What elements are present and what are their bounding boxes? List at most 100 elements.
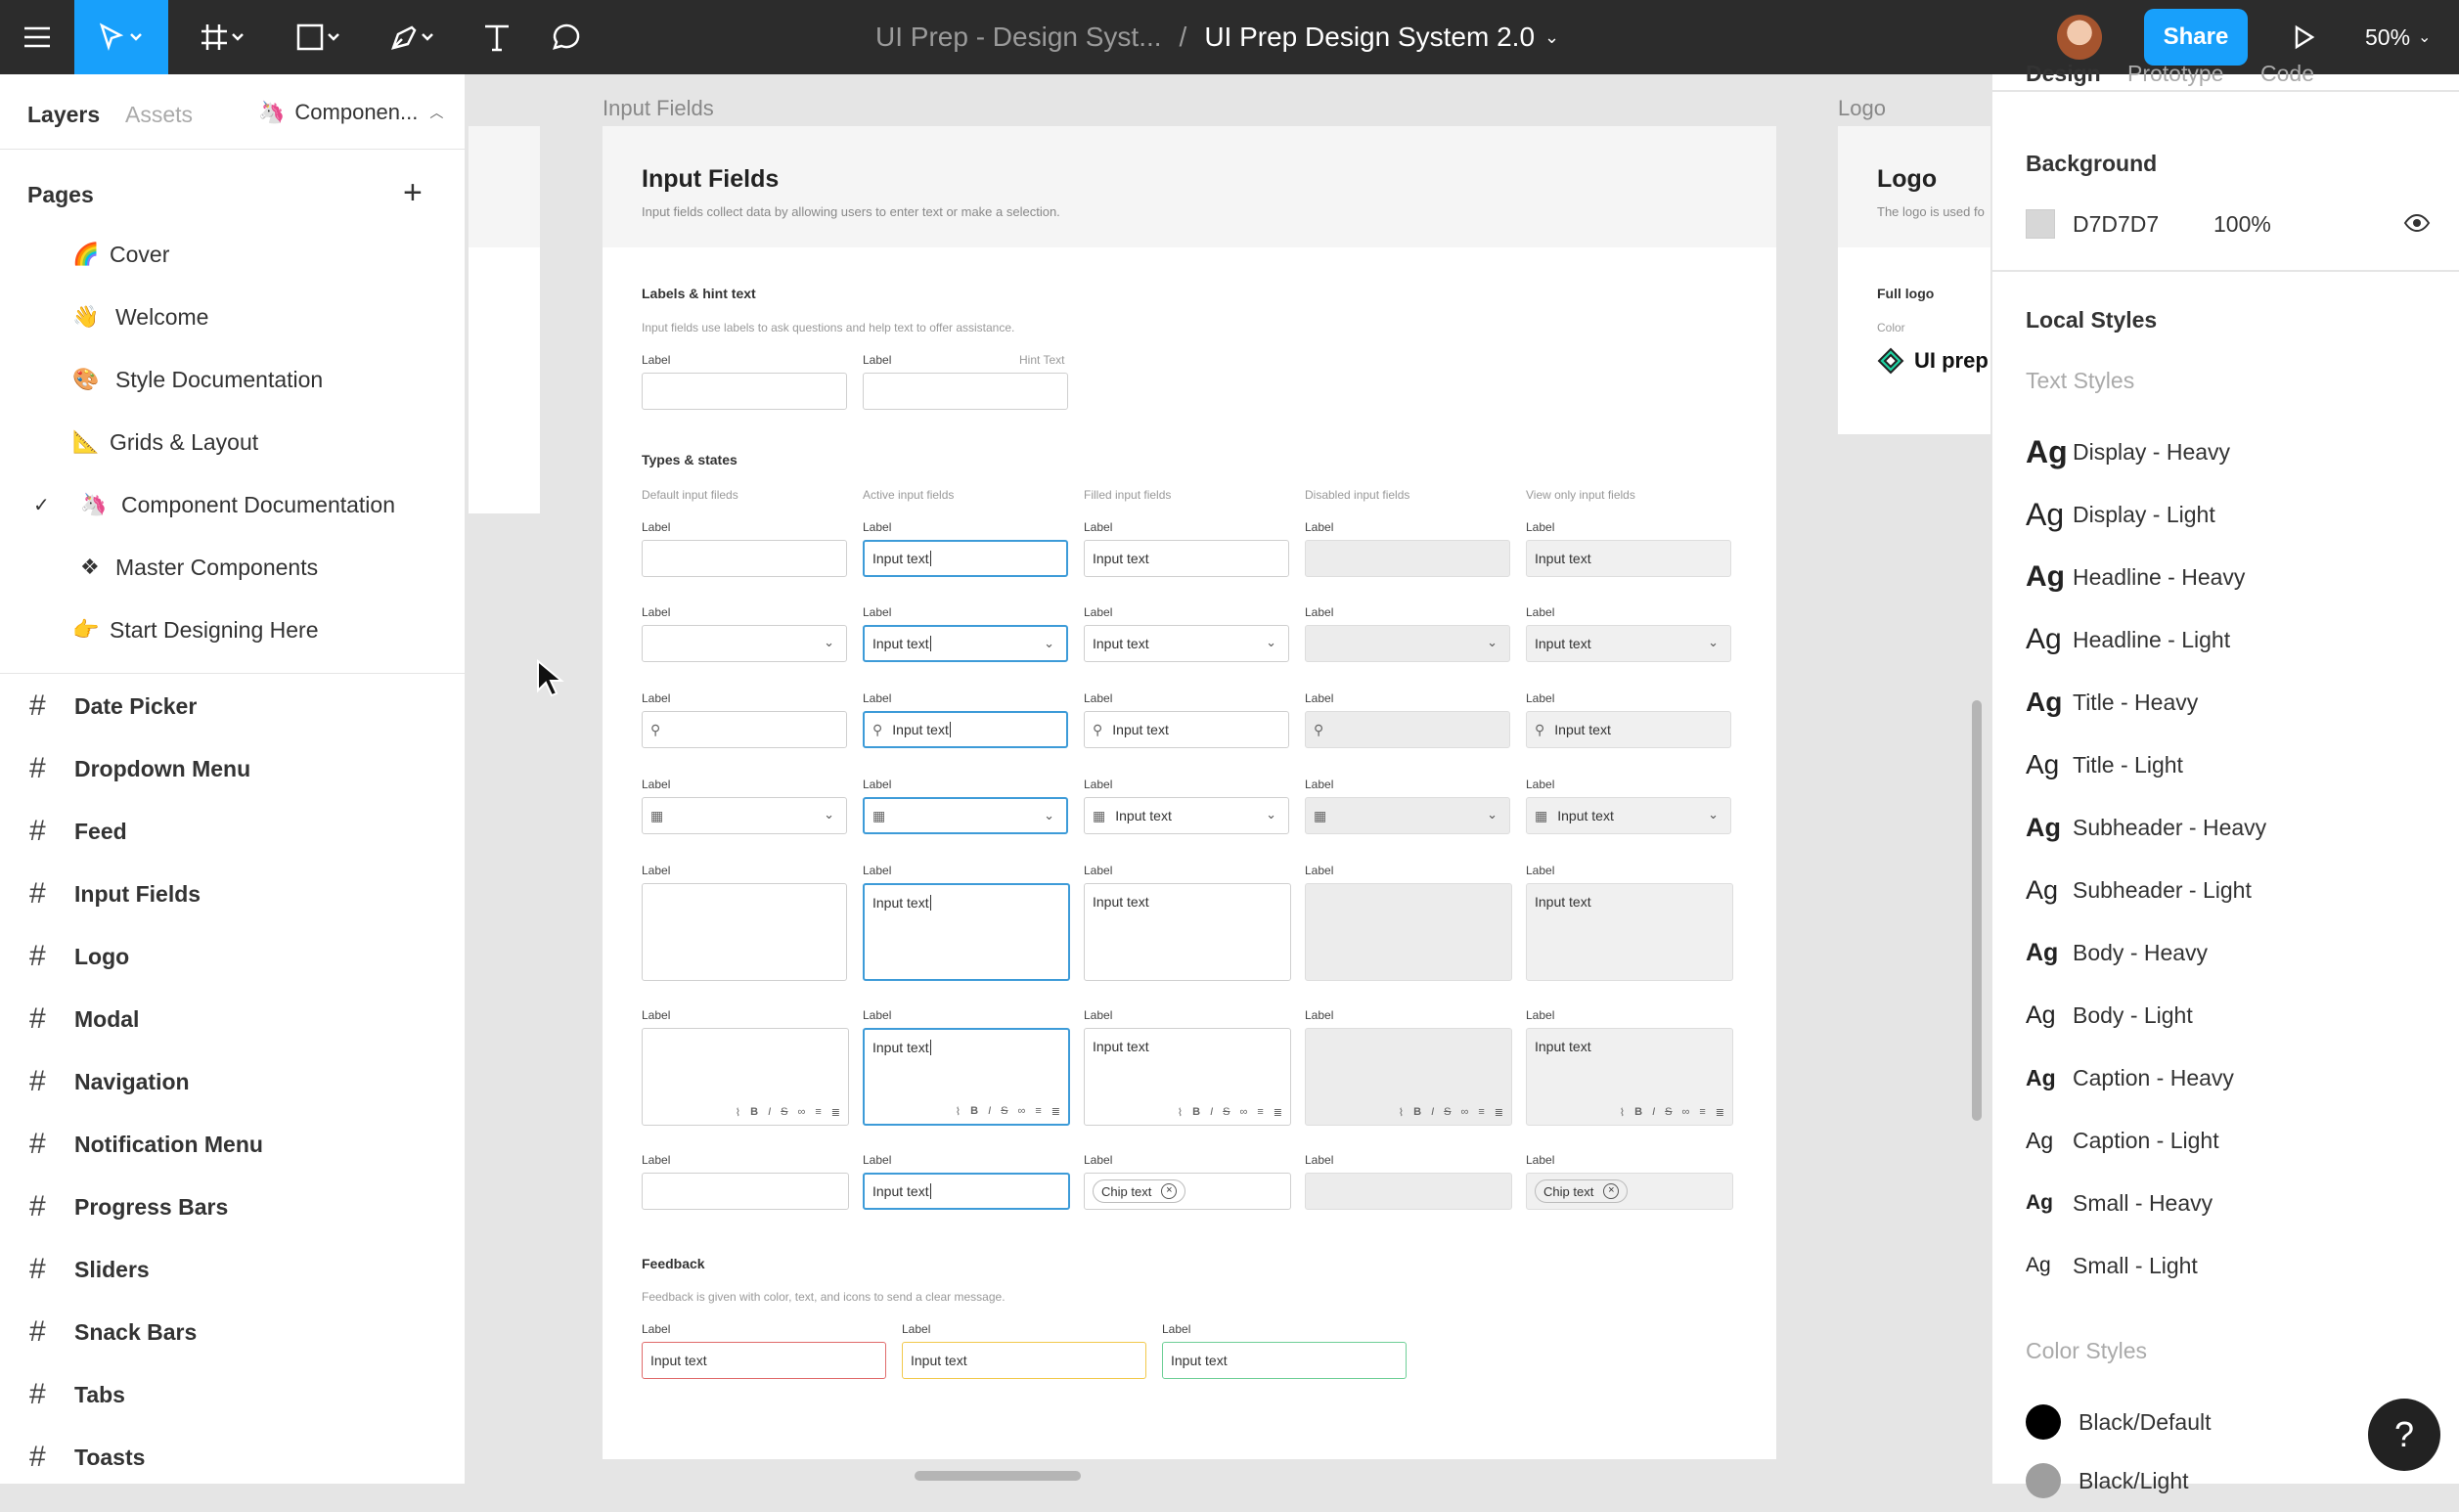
vertical-scrollbar[interactable] (1972, 700, 1982, 1121)
file-name[interactable]: UI Prep Design System 2.0 (1204, 22, 1536, 52)
page-item-start-designing-here[interactable]: 👉 Start Designing Here (0, 599, 465, 661)
link-icon[interactable]: ∞ (797, 1106, 806, 1118)
main-menu-icon[interactable] (0, 0, 74, 74)
select-active[interactable]: Input text ⌄ (863, 625, 1068, 662)
background-opacity-input[interactable]: 100% (2213, 211, 2271, 237)
attach-icon[interactable]: ⌇ (735, 1107, 741, 1119)
text-style-item[interactable]: Ag Caption - Light (2026, 1109, 2219, 1172)
help-button[interactable]: ? (2368, 1399, 2440, 1471)
layer-item-tabs[interactable]: # Tabs (0, 1363, 465, 1426)
select-filled[interactable]: Input text ⌄ (1084, 625, 1289, 662)
component-selector[interactable]: 🦄 Componen... ︿ (258, 100, 443, 125)
add-page-icon[interactable]: + (403, 174, 423, 211)
text-style-item[interactable]: Ag Display - Light (2026, 483, 2215, 546)
numbered-list-icon[interactable]: ≡ (1257, 1106, 1264, 1118)
text-input-filled[interactable]: Input text (1084, 540, 1289, 577)
strikethrough-icon[interactable]: S (1223, 1106, 1230, 1118)
text-style-item[interactable]: Ag Title - Heavy (2026, 671, 2198, 734)
text-style-item[interactable]: Ag Subheader - Heavy (2026, 796, 2266, 859)
frame-tool-button[interactable] (186, 0, 260, 74)
logo-frame-label[interactable]: Logo (1838, 96, 1886, 120)
strikethrough-icon[interactable]: S (1001, 1105, 1008, 1117)
present-icon[interactable] (2277, 0, 2332, 74)
bullet-list-icon[interactable]: ≣ (830, 1107, 840, 1119)
layer-item-navigation[interactable]: # Navigation (0, 1050, 465, 1113)
background-hex-input[interactable]: D7D7D7 (2073, 211, 2160, 237)
link-icon[interactable]: ∞ (1239, 1106, 1248, 1118)
chip-input-active[interactable]: Input text (863, 1173, 1070, 1210)
select-default[interactable]: ⌄ (642, 625, 847, 662)
frame-label[interactable]: Input Fields (603, 96, 714, 120)
logo-frame[interactable]: Logo The logo is used fo Full logo Color… (1838, 126, 1990, 434)
error-input[interactable]: Input text (642, 1342, 886, 1379)
layer-item-input-fields[interactable]: # Input Fields (0, 863, 465, 925)
bullet-list-icon[interactable]: ≣ (1051, 1106, 1060, 1118)
rich-text-default[interactable]: ⌇ B I S ∞ ≡ ≣ (642, 1028, 849, 1126)
textarea-default[interactable] (642, 883, 847, 981)
strikethrough-icon[interactable]: S (781, 1106, 788, 1118)
search-input-active[interactable]: ⚲ Input text (863, 711, 1068, 748)
italic-icon[interactable]: I (1210, 1106, 1214, 1118)
date-input-default[interactable]: ▦ ⌄ (642, 797, 847, 834)
textarea-filled[interactable]: Input text (1084, 883, 1291, 981)
numbered-list-icon[interactable]: ≡ (1035, 1105, 1042, 1117)
chevron-down-icon[interactable]: ⌄ (1544, 26, 1560, 47)
rich-text-filled[interactable]: Input text ⌇ B I S ∞ ≡ ≣ (1084, 1028, 1291, 1126)
tab-design[interactable]: Design (2026, 61, 2101, 86)
layer-item-dropdown-menu[interactable]: # Dropdown Menu (0, 737, 465, 800)
layer-item-toasts[interactable]: # Toasts (0, 1426, 465, 1489)
close-icon[interactable]: × (1161, 1183, 1178, 1199)
italic-icon[interactable]: I (988, 1105, 992, 1117)
page-item-master-components[interactable]: ❖ Master Components (0, 536, 465, 599)
page-item-welcome[interactable]: 👋 Welcome (0, 286, 465, 348)
page-item-cover[interactable]: 🌈 Cover (0, 223, 465, 286)
text-style-item[interactable]: Ag Display - Heavy (2026, 421, 2230, 483)
text-tool-button[interactable] (468, 0, 526, 74)
offscreen-frame[interactable] (469, 126, 540, 513)
layer-item-logo[interactable]: # Logo (0, 925, 465, 988)
tab-code[interactable]: Code (2260, 61, 2314, 86)
canvas[interactable]: Input Fields Logo Input Fields Input fie… (469, 74, 1990, 1484)
attach-icon[interactable]: ⌇ (1177, 1107, 1184, 1119)
bullet-list-icon[interactable]: ≣ (1273, 1107, 1282, 1119)
text-style-item[interactable]: Ag Body - Heavy (2026, 921, 2208, 984)
chip[interactable]: Chip text × (1093, 1179, 1186, 1203)
textarea-active[interactable]: Input text (863, 883, 1070, 981)
eye-icon[interactable] (2403, 213, 2431, 233)
layer-item-snack-bars[interactable]: # Snack Bars (0, 1301, 465, 1363)
search-input-default[interactable]: ⚲ (642, 711, 847, 748)
bold-icon[interactable]: B (970, 1105, 979, 1117)
layer-item-date-picker[interactable]: # Date Picker (0, 675, 465, 737)
text-input-default[interactable] (642, 540, 847, 577)
italic-icon[interactable]: I (768, 1106, 772, 1118)
horizontal-scrollbar[interactable] (915, 1471, 1081, 1481)
text-style-item[interactable]: Ag Small - Light (2026, 1234, 2198, 1297)
attach-icon[interactable]: ⌇ (955, 1106, 961, 1118)
input-field[interactable] (863, 373, 1068, 410)
text-style-item[interactable]: Ag Body - Light (2026, 984, 2193, 1046)
link-icon[interactable]: ∞ (1017, 1105, 1026, 1117)
text-style-item[interactable]: Ag Subheader - Light (2026, 859, 2252, 921)
share-button[interactable]: Share (2144, 9, 2248, 66)
pen-tool-button[interactable] (376, 0, 450, 74)
chip-input-filled[interactable]: Chip text × (1084, 1173, 1291, 1210)
input-fields-frame[interactable]: Input Fields Input fields collect data b… (603, 126, 1776, 1459)
success-input[interactable]: Input text (1162, 1342, 1407, 1379)
tab-assets[interactable]: Assets (125, 102, 194, 127)
text-style-item[interactable]: Ag Small - Heavy (2026, 1172, 2213, 1234)
chip-input-default[interactable] (642, 1173, 849, 1210)
comment-tool-button[interactable] (536, 0, 595, 74)
project-name[interactable]: UI Prep - Design Syst... (875, 22, 1162, 52)
layer-item-progress-bars[interactable]: # Progress Bars (0, 1176, 465, 1238)
bold-icon[interactable]: B (1192, 1106, 1201, 1118)
zoom-dropdown[interactable]: 50% ⌄ (2365, 0, 2431, 74)
rich-text-active[interactable]: Input text ⌇ B I S ∞ ≡ ≣ (863, 1028, 1070, 1126)
layer-item-modal[interactable]: # Modal (0, 988, 465, 1050)
warning-input[interactable]: Input text (902, 1342, 1146, 1379)
page-item-grids-layout[interactable]: 📐 Grids & Layout (0, 411, 465, 473)
text-input-active[interactable]: Input text (863, 540, 1068, 577)
layer-item-feed[interactable]: # Feed (0, 800, 465, 863)
avatar[interactable] (2057, 15, 2102, 60)
search-input-filled[interactable]: ⚲ Input text (1084, 711, 1289, 748)
background-swatch[interactable] (2026, 209, 2055, 239)
